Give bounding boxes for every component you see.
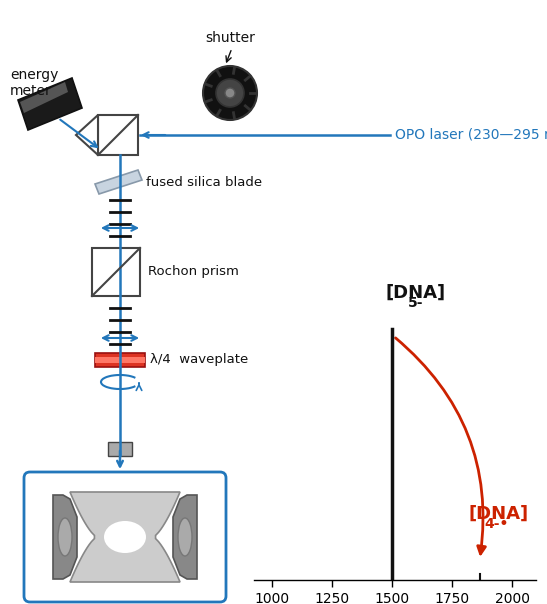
Ellipse shape — [104, 521, 146, 553]
Bar — [95, 357, 145, 363]
Bar — [98, 115, 138, 155]
Text: shutter: shutter — [205, 31, 255, 45]
Polygon shape — [95, 170, 142, 194]
FancyArrowPatch shape — [395, 338, 485, 554]
Polygon shape — [20, 82, 68, 113]
Text: energy
meter: energy meter — [10, 68, 59, 98]
Polygon shape — [53, 495, 77, 579]
Ellipse shape — [58, 518, 72, 556]
FancyBboxPatch shape — [24, 472, 226, 602]
Bar — [108, 442, 132, 456]
Text: [DNA]: [DNA] — [385, 283, 445, 301]
Text: 4-•: 4-• — [485, 517, 509, 531]
Ellipse shape — [178, 518, 192, 556]
Circle shape — [203, 66, 257, 120]
Bar — [95, 353, 145, 367]
Text: fused silica blade: fused silica blade — [146, 176, 262, 188]
Text: λ/4  waveplate: λ/4 waveplate — [150, 353, 248, 367]
Text: OPO laser (230—295 nm): OPO laser (230—295 nm) — [395, 128, 547, 142]
Polygon shape — [173, 495, 197, 579]
Text: [DNA]: [DNA] — [469, 504, 529, 522]
Text: Rochon prism: Rochon prism — [148, 266, 239, 278]
Polygon shape — [76, 115, 98, 155]
Circle shape — [225, 88, 235, 98]
Polygon shape — [70, 492, 180, 582]
Text: 5-: 5- — [408, 296, 423, 310]
Polygon shape — [18, 78, 82, 130]
Bar — [92, 248, 140, 296]
Circle shape — [216, 79, 244, 107]
